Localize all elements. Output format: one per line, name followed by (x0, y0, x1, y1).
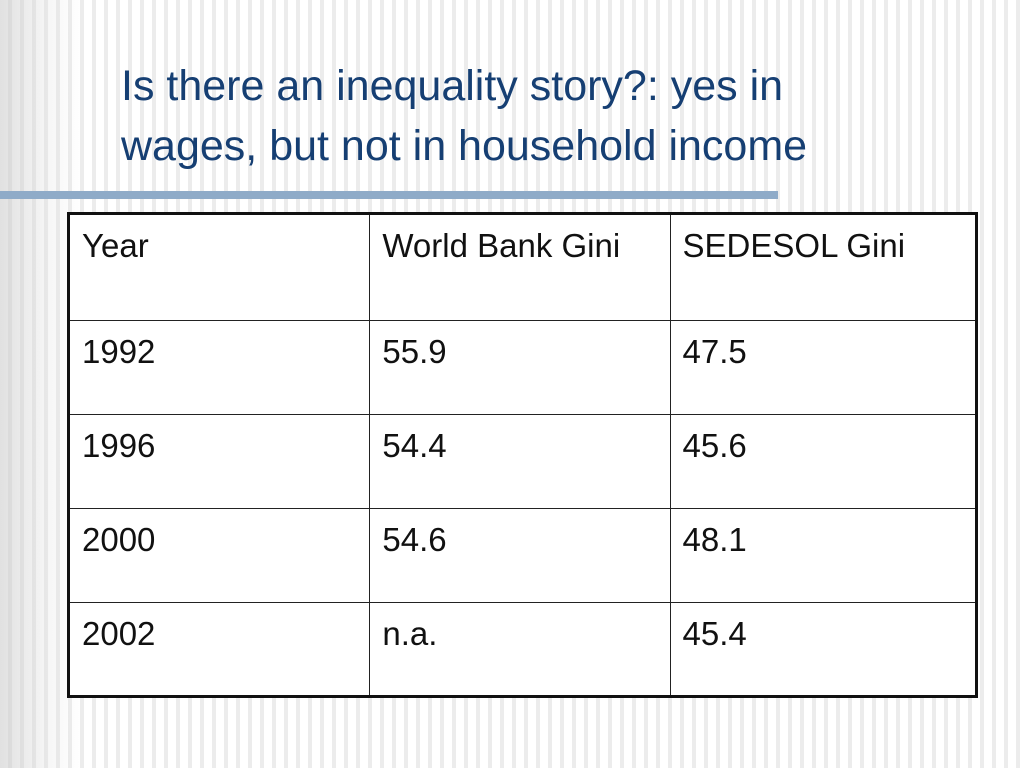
table-row: 2000 54.6 48.1 (67, 508, 978, 603)
header-year: Year (67, 213, 371, 321)
cell-sedesol-gini: 45.4 (669, 602, 978, 697)
cell-sedesol-gini: 48.1 (669, 508, 978, 603)
slide-title-line-1: Is there an inequality story?: yes in (121, 62, 784, 110)
slide-title: Is there an inequality story?: yes in wa… (121, 56, 981, 176)
cell-year: 2000 (67, 508, 371, 603)
gini-table: Year World Bank Gini SEDESOL Gini 1992 5… (67, 212, 978, 698)
header-sedesol-gini: SEDESOL Gini (669, 213, 978, 321)
title-divider (0, 191, 778, 199)
slide-title-line-2: wages, but not in household income (121, 122, 808, 170)
header-world-bank-gini: World Bank Gini (369, 213, 671, 321)
cell-sedesol-gini: 47.5 (669, 320, 978, 415)
cell-world-bank-gini: 54.4 (369, 414, 671, 509)
cell-sedesol-gini: 45.6 (669, 414, 978, 509)
background-gradient (0, 0, 80, 768)
cell-world-bank-gini: n.a. (369, 602, 671, 697)
cell-year: 1996 (67, 414, 371, 509)
table-row: 2002 n.a. 45.4 (67, 602, 978, 697)
cell-year: 1992 (67, 320, 371, 415)
cell-world-bank-gini: 55.9 (369, 320, 671, 415)
table-row: 1996 54.4 45.6 (67, 414, 978, 509)
cell-world-bank-gini: 54.6 (369, 508, 671, 603)
table-header-row: Year World Bank Gini SEDESOL Gini (67, 213, 978, 321)
cell-year: 2002 (67, 602, 371, 697)
table-row: 1992 55.9 47.5 (67, 320, 978, 415)
